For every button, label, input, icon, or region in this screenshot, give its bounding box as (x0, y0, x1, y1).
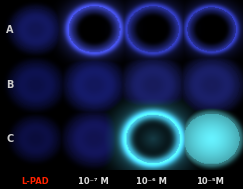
Text: A: A (6, 25, 14, 35)
Text: L-PAD: L-PAD (21, 177, 49, 186)
Text: 10⁻⁷ M: 10⁻⁷ M (78, 177, 109, 186)
Text: B: B (6, 80, 13, 90)
Text: C: C (6, 134, 13, 144)
Text: 10⁻⁵M: 10⁻⁵M (196, 177, 224, 186)
Text: 10⁻⁶ M: 10⁻⁶ M (136, 177, 167, 186)
